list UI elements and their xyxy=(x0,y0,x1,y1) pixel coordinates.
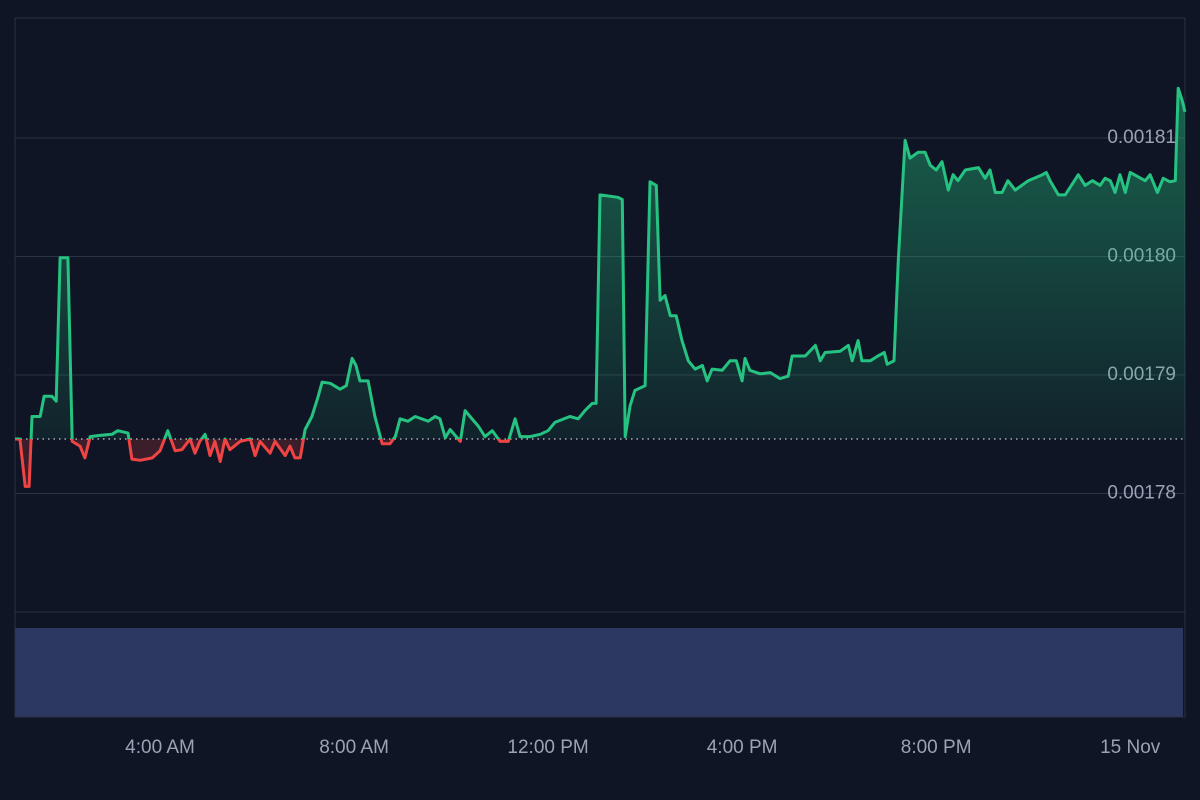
x-tick-label: 4:00 PM xyxy=(707,737,778,758)
y-tick-label: 0.00178 xyxy=(1107,483,1176,504)
x-tick-label: 8:00 PM xyxy=(901,737,972,758)
price-line-up xyxy=(15,86,1187,439)
area-up xyxy=(31,88,1185,439)
x-tick-label: 12:00 PM xyxy=(507,737,588,758)
volume-area xyxy=(15,628,1183,717)
x-tick-label: 4:00 AM xyxy=(125,737,195,758)
x-tick-label: 8:00 AM xyxy=(319,737,389,758)
y-tick-label: 0.00181 xyxy=(1107,127,1176,148)
area-down xyxy=(15,438,1185,487)
x-tick-label: 15 Nov xyxy=(1100,737,1161,758)
